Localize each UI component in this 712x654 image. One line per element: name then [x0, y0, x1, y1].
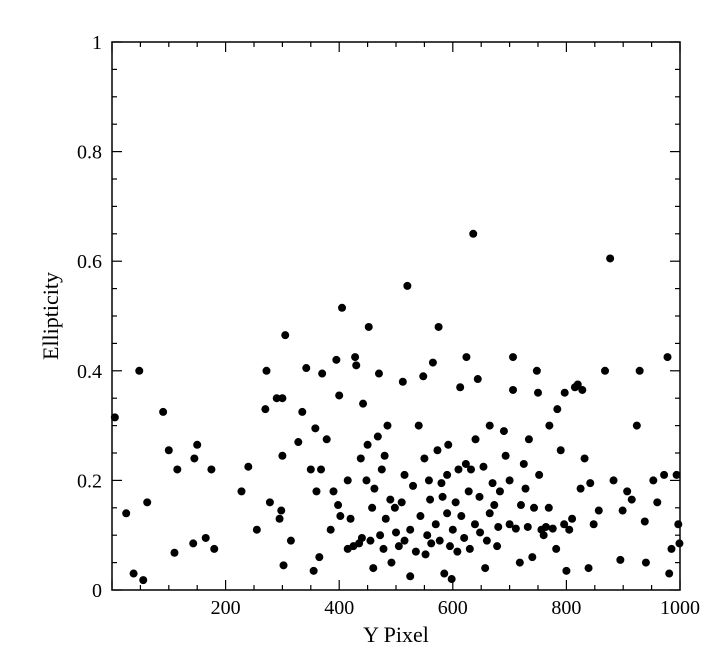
chart-svg: 200 400 600 800 1000 0 0.2 0.4 0.6 0.8 1 Y Pixel Ell… — [0, 0, 712, 654]
x-tick-label: 800 — [551, 597, 581, 619]
x-tick-label: 1000 — [660, 597, 700, 619]
y-tick-label: 0.6 — [77, 251, 102, 273]
x-tick-label: 600 — [438, 597, 468, 619]
x-axis-label: Y Pixel — [363, 622, 429, 647]
x-tick-label: 200 — [211, 597, 241, 619]
y-tick-label: 0.8 — [77, 142, 102, 164]
y-tick-label: 0 — [92, 580, 102, 602]
scatter-chart: 200 400 600 800 1000 0 0.2 0.4 0.6 0.8 1 Y Pixel Ell… — [0, 0, 712, 654]
x-tick-label: 400 — [324, 597, 354, 619]
y-axis-label: Ellipticity — [38, 272, 63, 360]
y-tick-label: 0.4 — [77, 361, 102, 383]
y-tick-label: 1 — [92, 32, 102, 54]
y-tick-label: 0.2 — [77, 470, 102, 492]
